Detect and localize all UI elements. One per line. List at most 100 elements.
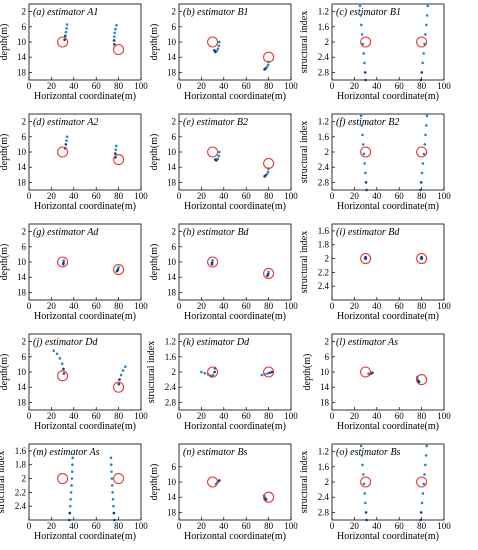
panel-c: 0 20 40 60 80 100 1.2 1.6 2 2.4 2.8 Horizontal coor… (299, 3, 451, 102)
true-source-marker (360, 146, 372, 158)
estimate-point (270, 370, 274, 374)
estimate-point (359, 114, 363, 118)
x-tick-label: 20 (47, 301, 57, 311)
estimate-point (363, 162, 367, 165)
x-tick-label: 60 (395, 521, 405, 531)
x-tick-label: 0 (27, 191, 32, 201)
x-tick-label: 100 (437, 301, 451, 311)
x-tick-label: 60 (242, 411, 252, 421)
estimate-point (218, 150, 221, 154)
y-tick-label: 2.4 (15, 501, 27, 511)
x-tick-label: 100 (437, 81, 451, 91)
y-tick-label: 18 (17, 67, 27, 77)
y-tick-label: 2 (325, 254, 330, 264)
y-tick-label: 1.8 (318, 240, 330, 250)
estimate-point (421, 492, 425, 495)
y-tick-label: 10 (167, 257, 177, 267)
x-tick-label: 20 (47, 521, 57, 531)
y-axis-label: depth(m) (0, 24, 10, 61)
x-tick-label: 60 (395, 301, 405, 311)
x-tick-label: 0 (177, 301, 182, 311)
y-tick-label: 6 (22, 242, 27, 252)
estimate-point (421, 61, 425, 65)
estimate-point (426, 4, 430, 8)
estimate-point (110, 477, 114, 480)
estimate-point (364, 511, 368, 514)
x-tick-label: 60 (395, 411, 405, 421)
y-tick-label: 1.2 (318, 7, 329, 17)
estimate-point (63, 34, 67, 38)
x-tick-label: 80 (264, 521, 274, 531)
estimate-point (213, 49, 216, 52)
estimate-point (118, 378, 121, 381)
estimate-point (422, 52, 425, 55)
estimate-point (424, 133, 427, 137)
x-tick-label: 100 (134, 191, 148, 201)
estimate-point (266, 170, 270, 174)
estimate-point (361, 133, 364, 137)
estimate-point (425, 14, 429, 17)
x-tick-label: 80 (264, 301, 274, 311)
estimate-point (111, 497, 115, 501)
panel-title: (b) estimator B1 (183, 7, 249, 18)
x-tick-label: 100 (437, 411, 451, 421)
true-source-marker (416, 252, 428, 265)
y-tick-label: 2.4 (318, 52, 330, 62)
estimate-point (109, 463, 113, 467)
y-tick-label: 6 (22, 352, 27, 362)
y-tick-label: 10 (17, 147, 27, 157)
panel-e: 0 20 40 60 80 100 2 6 10 14 18 Horizontal coordinat… (149, 113, 298, 212)
x-tick-label: 80 (264, 411, 274, 421)
estimate-point (423, 42, 426, 46)
x-axis-label: Horizontal coordinate(m) (337, 531, 439, 542)
y-tick-label: 14 (17, 382, 27, 392)
estimate-point (210, 262, 214, 266)
y-tick-label: 2 (172, 117, 177, 127)
y-tick-label: 1.6 (318, 132, 330, 142)
estimate-point (115, 23, 118, 27)
y-tick-label: 14 (17, 272, 27, 282)
x-tick-label: 0 (330, 301, 335, 311)
estimate-point (64, 30, 68, 34)
x-tick-label: 20 (47, 191, 57, 201)
x-tick-label: 100 (437, 521, 451, 531)
estimate-point (113, 42, 116, 46)
x-tick-label: 80 (264, 81, 274, 91)
estimate-point (359, 14, 362, 17)
estimate-point (423, 473, 426, 476)
estimate-point (55, 352, 59, 356)
panel-title: (o) estimator Bs (336, 447, 401, 458)
y-axis-label: depth(m) (149, 244, 160, 281)
x-tick-label: 0 (177, 191, 182, 201)
estimate-point (65, 27, 68, 30)
estimate-point (363, 71, 367, 74)
x-tick-label: 40 (372, 81, 382, 91)
estimate-point (425, 114, 429, 118)
x-tick-label: 60 (92, 81, 102, 91)
y-tick-label: 10 (320, 367, 330, 377)
x-tick-label: 60 (242, 191, 252, 201)
y-tick-label: 14 (17, 52, 27, 62)
true-source-marker (360, 476, 372, 488)
estimate-point (70, 477, 74, 480)
x-tick-label: 20 (197, 521, 207, 531)
x-tick-label: 40 (372, 411, 382, 421)
true-source-marker (360, 366, 372, 378)
estimate-point (358, 4, 362, 8)
estimate-point (64, 143, 68, 146)
x-tick-label: 20 (350, 81, 360, 91)
estimate-point (213, 370, 216, 374)
true-source-marker (57, 472, 69, 485)
x-tick-label: 0 (177, 411, 182, 421)
estimate-point (420, 501, 424, 505)
x-tick-label: 60 (92, 411, 102, 421)
estimate-point (117, 266, 120, 269)
true-source-marker (113, 264, 125, 276)
y-tick-label: 1.6 (15, 446, 27, 456)
y-tick-label: 10 (167, 477, 177, 487)
x-tick-label: 0 (330, 81, 335, 91)
true-source-marker (57, 370, 69, 382)
x-tick-label: 40 (69, 81, 79, 91)
panel-n: 0 20 40 60 80 100 6 10 14 18 Horizontal coordinate… (149, 443, 298, 542)
